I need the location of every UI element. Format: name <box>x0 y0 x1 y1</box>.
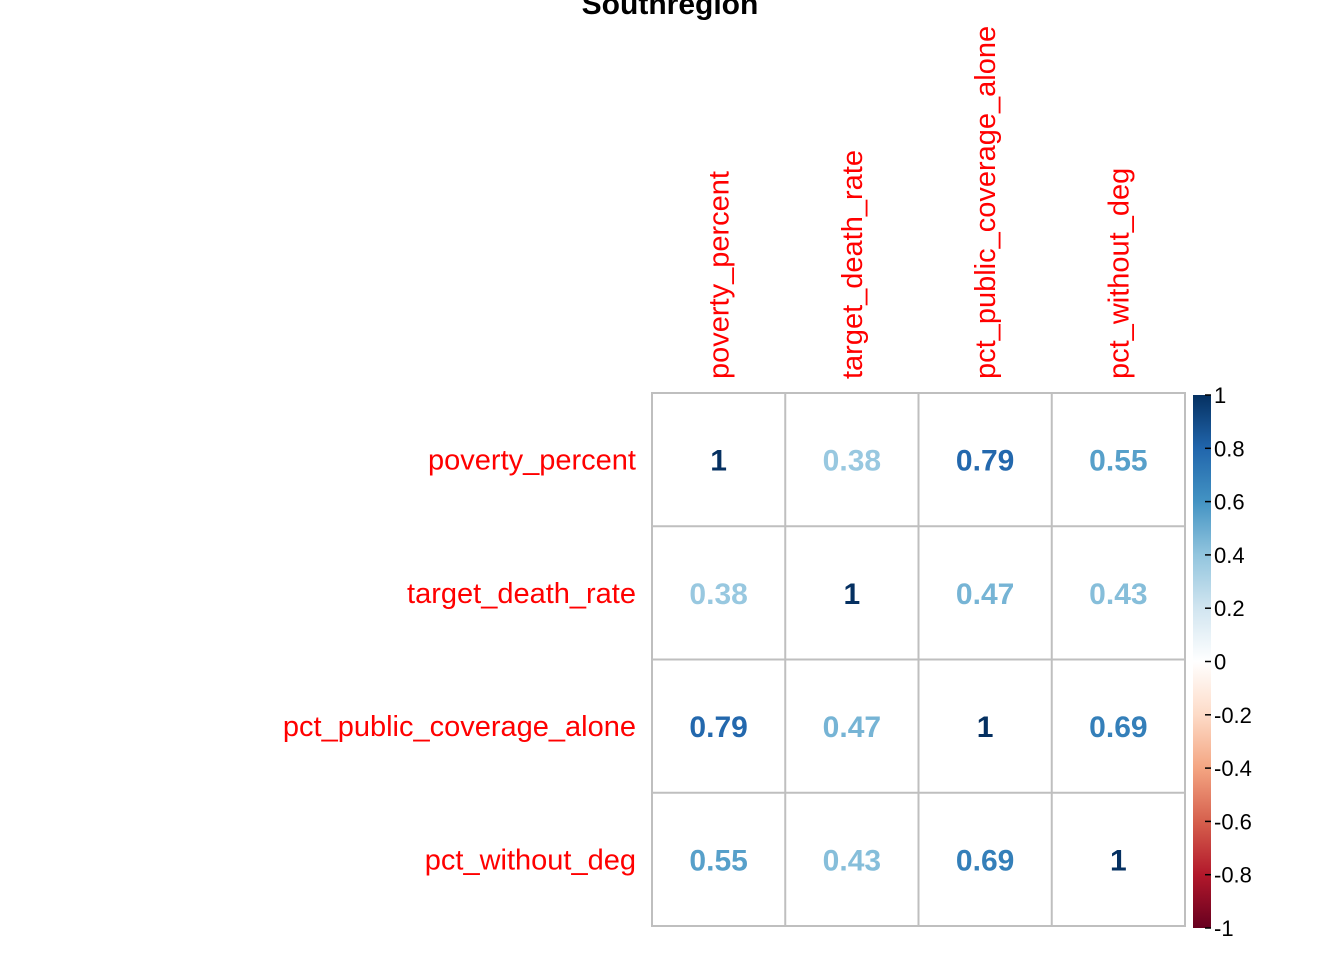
cell-value: 0.79 <box>956 445 1014 478</box>
colorbar-tick-label: 0.6 <box>1214 490 1245 515</box>
cell-value: 1 <box>977 711 994 744</box>
row-label: pct_without_deg <box>425 844 636 876</box>
cell-value: 1 <box>844 578 861 611</box>
cell-value: 1 <box>710 445 727 478</box>
cell-value: 0.55 <box>1089 445 1147 478</box>
colorbar-tick-label: 1 <box>1214 383 1226 408</box>
row-labels: poverty_percent target_death_rate pct_publ… <box>283 445 636 877</box>
colorbar-tick-label: 0 <box>1214 650 1226 675</box>
colorbar: 1 0.8 0.6 0.4 0.2 0 -0.2 -0.4 -0.6 -0.8 -1 <box>1193 383 1252 941</box>
column-label: pct_public_coverage_alone <box>970 26 1002 379</box>
colorbar-tick-label: -0.8 <box>1214 863 1252 888</box>
colorbar-tick-label: 0.8 <box>1214 436 1245 461</box>
cell-value: 0.47 <box>956 578 1014 611</box>
cell-value: 0.55 <box>689 844 747 877</box>
column-labels: poverty_percent target_death_rate pct_publ… <box>704 26 1136 379</box>
row-label: target_death_rate <box>407 578 636 610</box>
row-label: pct_public_coverage_alone <box>283 711 636 743</box>
chart-title: Southregion <box>582 0 759 21</box>
colorbar-tick-label: -0.4 <box>1214 756 1252 781</box>
colorbar-tick-label: 0.4 <box>1214 543 1245 568</box>
colorbar-tick-label: -1 <box>1214 916 1234 941</box>
cell-value: 0.79 <box>689 711 747 744</box>
cell-value: 0.69 <box>956 844 1014 877</box>
cell-value: 0.38 <box>689 578 747 611</box>
grid <box>651 392 1186 927</box>
cell-value: 0.69 <box>1089 711 1147 744</box>
row-label: poverty_percent <box>428 445 636 477</box>
cell-value: 0.38 <box>823 445 881 478</box>
colorbar-tick-label: 0.2 <box>1214 596 1245 621</box>
colorbar-tick-label: -0.2 <box>1214 703 1252 728</box>
colorbar-tick-label: -0.6 <box>1214 809 1252 834</box>
column-label: target_death_rate <box>837 150 869 379</box>
correlation-cells: 1 0.38 0.79 0.55 0.38 1 0.47 0.43 0.79 0.47 1 0.69 0… <box>689 445 1147 878</box>
cell-value: 0.43 <box>1089 578 1147 611</box>
colorbar-gradient <box>1193 395 1211 928</box>
column-label: pct_without_deg <box>1103 168 1135 379</box>
cell-value: 1 <box>1110 844 1127 877</box>
column-label: poverty_percent <box>704 171 736 379</box>
cell-value: 0.47 <box>823 711 881 744</box>
cell-value: 0.43 <box>823 844 881 877</box>
